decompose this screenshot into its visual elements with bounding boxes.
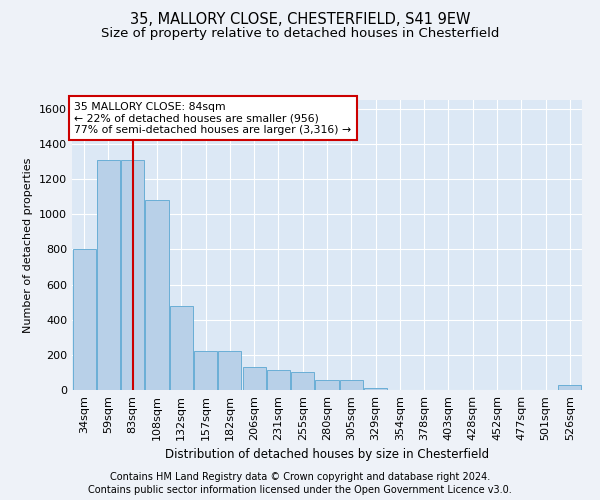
Bar: [145, 200, 169, 390]
X-axis label: Distribution of detached houses by size in Chesterfield: Distribution of detached houses by size …: [165, 448, 489, 462]
Bar: [559, 384, 581, 390]
Y-axis label: Number of detached properties: Number of detached properties: [23, 158, 34, 332]
Bar: [267, 370, 290, 390]
Text: Contains public sector information licensed under the Open Government Licence v3: Contains public sector information licen…: [88, 485, 512, 495]
Text: Size of property relative to detached houses in Chesterfield: Size of property relative to detached ho…: [101, 28, 499, 40]
Bar: [291, 372, 314, 390]
Bar: [170, 306, 193, 390]
Bar: [218, 352, 241, 390]
Bar: [194, 352, 217, 390]
Text: Contains HM Land Registry data © Crown copyright and database right 2024.: Contains HM Land Registry data © Crown c…: [110, 472, 490, 482]
Bar: [242, 367, 266, 390]
Bar: [316, 380, 338, 390]
Bar: [73, 250, 95, 390]
Text: 35 MALLORY CLOSE: 84sqm
← 22% of detached houses are smaller (956)
77% of semi-d: 35 MALLORY CLOSE: 84sqm ← 22% of detache…: [74, 102, 352, 135]
Bar: [340, 380, 363, 390]
Bar: [364, 388, 387, 390]
Bar: [97, 160, 120, 390]
Bar: [121, 160, 144, 390]
Text: 35, MALLORY CLOSE, CHESTERFIELD, S41 9EW: 35, MALLORY CLOSE, CHESTERFIELD, S41 9EW: [130, 12, 470, 28]
